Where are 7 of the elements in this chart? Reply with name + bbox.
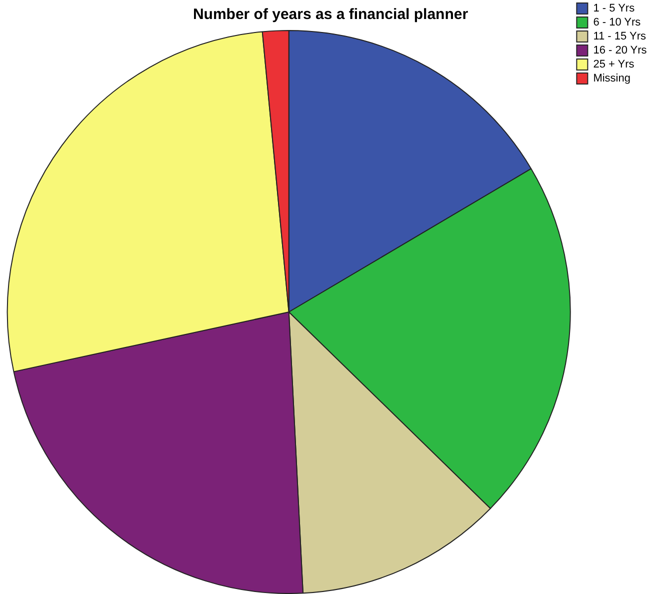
legend-label: 1 - 5 Yrs — [593, 2, 636, 15]
legend-label: Missing — [593, 72, 630, 85]
legend-label: 25 + Yrs — [593, 58, 635, 71]
legend-label: 16 - 20 Yrs — [593, 44, 648, 57]
legend-label: 6 - 10 Yrs — [593, 16, 642, 29]
chart-title: Number of years as a financial planner — [192, 6, 468, 24]
legend-label: 11 - 15 Yrs — [593, 30, 646, 43]
